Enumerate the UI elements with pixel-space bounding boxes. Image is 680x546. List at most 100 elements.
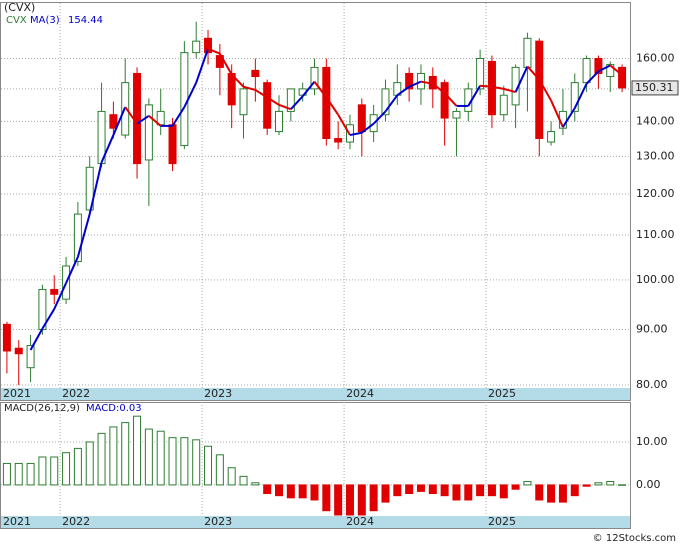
macd-bar xyxy=(133,415,142,486)
ma-line xyxy=(148,115,162,127)
ma-line xyxy=(254,89,268,99)
ma-line xyxy=(266,96,280,106)
ma-line xyxy=(65,256,79,284)
candle-body xyxy=(286,88,295,112)
ma-line xyxy=(218,53,233,75)
ma-line xyxy=(349,131,363,137)
macd-bar xyxy=(144,428,153,486)
ma-line xyxy=(550,100,564,128)
candle-body xyxy=(109,114,118,129)
macd-bar xyxy=(251,482,260,486)
macd-bar xyxy=(535,484,544,501)
y-tick-label: 160.00 xyxy=(636,51,675,64)
last-price-label: 150.31 xyxy=(635,81,674,94)
macd-title: MACD(26,12,9) xyxy=(4,403,80,414)
ma-line xyxy=(443,92,458,107)
macd-bar xyxy=(227,467,236,486)
ma-line xyxy=(325,96,339,116)
ma-line xyxy=(384,94,399,113)
y-tick-label: 10.00 xyxy=(636,435,668,448)
macd-bar xyxy=(168,437,177,486)
x-tick-label: 2024 xyxy=(346,387,374,400)
ma-line xyxy=(207,47,221,55)
candle-body xyxy=(204,37,213,54)
ma-line xyxy=(313,81,328,98)
candle-body xyxy=(144,104,153,161)
candle-body xyxy=(547,131,556,143)
macd-bar xyxy=(38,456,47,486)
ma-line xyxy=(76,213,91,258)
ma-line xyxy=(136,114,150,125)
y-tick-label: 0.00 xyxy=(636,478,661,491)
macd-bar xyxy=(192,439,201,486)
candle-body xyxy=(251,69,260,77)
ma-line xyxy=(396,85,410,97)
candle-body xyxy=(618,66,627,89)
macd-bar xyxy=(440,484,449,497)
x-tick-label: 2021 xyxy=(3,515,31,528)
macd-bar xyxy=(416,484,425,492)
candle-body xyxy=(606,63,615,77)
macd-bar xyxy=(334,484,343,516)
ma-line xyxy=(432,82,446,94)
macd-bar xyxy=(618,484,627,486)
ma-line xyxy=(408,80,422,88)
ma-line xyxy=(420,80,433,85)
macd-bar xyxy=(570,484,579,497)
x-tick-label: 2021 xyxy=(3,387,31,400)
macd-bar xyxy=(357,484,366,516)
ma-line xyxy=(195,48,209,83)
ma-line xyxy=(183,82,198,108)
macd-bar xyxy=(511,484,520,490)
candle-body xyxy=(26,345,35,369)
x-tick-label: 2022 xyxy=(62,387,90,400)
macd-bar xyxy=(204,445,213,486)
y-tick-label: 100.00 xyxy=(636,273,675,286)
candle-body xyxy=(594,57,603,74)
ma-line xyxy=(278,103,292,111)
x-tick-label: 2023 xyxy=(204,515,232,528)
macd-bar xyxy=(476,484,485,497)
macd-bar xyxy=(310,484,319,501)
macd-bar xyxy=(26,462,35,486)
macd-bar xyxy=(405,484,414,495)
macd-bar xyxy=(523,480,532,486)
macd-frame xyxy=(0,402,631,529)
macd-bar xyxy=(381,484,390,503)
candle-body xyxy=(275,110,284,133)
ma-line xyxy=(609,64,623,76)
macd-bar xyxy=(156,430,165,486)
candle-body xyxy=(2,323,11,352)
macd-bar xyxy=(263,484,272,495)
ma-line xyxy=(562,107,576,128)
macd-bar xyxy=(14,462,23,486)
macd-bar xyxy=(121,422,130,486)
macd-value: MACD:0.03 xyxy=(86,403,142,414)
candle-body xyxy=(582,57,591,84)
ma-line xyxy=(41,308,56,330)
macd-bar xyxy=(594,482,603,486)
candle-body xyxy=(357,104,366,133)
macd-bar xyxy=(428,484,437,495)
y-tick-label: 110.00 xyxy=(636,228,675,241)
ma-line xyxy=(597,64,611,73)
ma-line xyxy=(538,79,552,102)
macd-bar xyxy=(73,447,82,486)
candle-body xyxy=(416,72,425,90)
macd-bar xyxy=(215,454,224,486)
date-band xyxy=(1,516,630,528)
macd-bar xyxy=(487,484,496,497)
macd-bar xyxy=(239,475,248,486)
x-tick-label: 2025 xyxy=(488,515,516,528)
candle-body xyxy=(452,110,461,119)
y-tick-label: 130.00 xyxy=(636,149,675,162)
ma-line xyxy=(361,122,375,134)
ma-line xyxy=(514,65,529,93)
x-tick-label: 2023 xyxy=(204,387,232,400)
candle-body xyxy=(263,82,272,129)
macd-bar xyxy=(2,462,11,486)
macd-bar xyxy=(606,480,615,486)
macd-bar xyxy=(547,484,556,503)
ma-line xyxy=(88,162,103,215)
x-tick-label: 2024 xyxy=(346,515,374,528)
